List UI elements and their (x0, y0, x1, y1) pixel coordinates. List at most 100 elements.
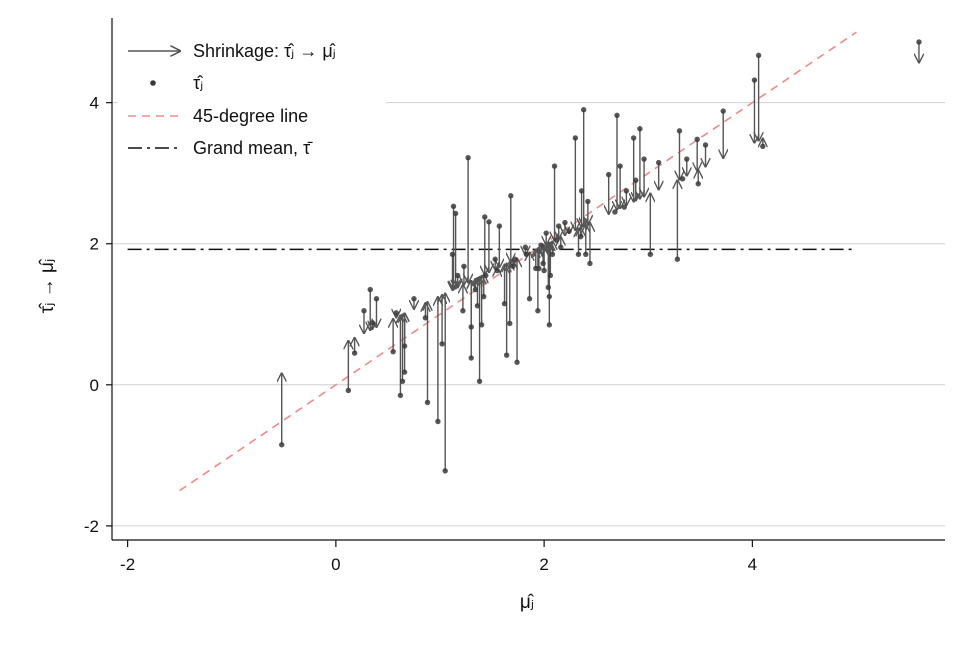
estimate-point (481, 293, 487, 300)
estimate-point (501, 300, 508, 307)
estimate-point (523, 251, 530, 258)
estimate-point (575, 251, 582, 258)
estimate-point (641, 156, 647, 162)
estimate-point (476, 378, 483, 384)
estimate-point (676, 128, 683, 134)
legend-estimate-label: τ̂ⱼ (193, 73, 203, 93)
x-tick-label: 0 (331, 555, 340, 574)
estimate-point (633, 177, 639, 183)
axes-layer (111, 18, 945, 541)
estimate-point (461, 263, 467, 270)
estimate-point (373, 296, 380, 302)
estimate-point (361, 308, 367, 314)
y-tick-label: 2 (90, 235, 99, 254)
estimate-point (621, 204, 627, 210)
estimate-point (536, 265, 542, 272)
legend-shrinkage-label: Shrinkage: τ̂ⱼ → μ̂ⱼ (193, 41, 336, 61)
estimate-point (397, 392, 404, 399)
legend-background (118, 30, 386, 166)
estimate-point (351, 350, 358, 356)
estimate-point (482, 214, 488, 220)
estimate-point (510, 263, 516, 270)
estimate-point (496, 223, 503, 229)
estimate-point (614, 112, 620, 119)
estimate-point (442, 468, 448, 474)
estimate-point (562, 219, 568, 226)
estimate-point (540, 260, 546, 267)
estimate-point (566, 228, 572, 234)
estimate-point (583, 251, 589, 258)
estimate-point (630, 135, 637, 141)
estimate-point (578, 188, 585, 194)
estimate-point (472, 286, 479, 293)
estimate-point (695, 181, 701, 187)
estimate-point (538, 242, 544, 248)
estimate-point (367, 286, 373, 293)
estimate-point (535, 308, 541, 314)
estimate-point (587, 260, 593, 267)
estimate-point (547, 272, 554, 279)
estimate-point (545, 284, 551, 291)
estimate-point (503, 352, 510, 358)
estimate-point (468, 324, 474, 330)
legend-diagonal-label: 45-degree line (193, 106, 308, 126)
legend: Shrinkage: τ̂ⱼ → μ̂ⱼ τ̂ⱼ 45-degree line … (128, 41, 336, 158)
estimate-point (411, 296, 417, 302)
estimate-point (541, 267, 547, 274)
estimate-point (460, 308, 466, 314)
estimate-point (549, 251, 556, 258)
estimate-point (279, 442, 285, 448)
estimate-point (450, 203, 457, 210)
ticks-layer: -2 0 2 4 -2 0 2 4 (84, 94, 757, 574)
estimate-point (393, 310, 399, 316)
estimate-point (369, 320, 376, 326)
estimate-point (526, 296, 533, 302)
estimate-point (474, 303, 481, 309)
estimate-point (605, 171, 612, 178)
estimate-point (916, 39, 922, 45)
estimate-point (546, 322, 553, 328)
estimate-point (507, 320, 513, 327)
estimate-point (543, 230, 549, 236)
estimate-point (452, 210, 459, 217)
estimate-point (422, 315, 429, 321)
estimate-point (449, 251, 456, 258)
estimate-point (401, 343, 408, 349)
y-tick-label: -2 (84, 517, 99, 536)
estimate-point (483, 272, 489, 279)
estimate-point (674, 256, 681, 262)
estimate-point (555, 223, 562, 229)
estimate-point (512, 256, 518, 262)
estimate-point (647, 251, 654, 258)
estimate-point (514, 359, 520, 365)
estimate-point (508, 193, 514, 199)
y-tick-label: 0 (90, 376, 99, 395)
estimate-point (551, 163, 558, 169)
estimate-point (612, 209, 618, 215)
estimate-point (702, 142, 709, 148)
estimate-point (390, 348, 396, 355)
estimate-point (494, 267, 500, 274)
y-axis-label: τ̂ⱼ → μ̂ⱼ (37, 258, 58, 313)
legend-grand-mean-label: Grand mean, τ̄ (193, 138, 313, 158)
estimate-point (684, 156, 690, 162)
estimate-point (553, 237, 560, 243)
y-tick-label: 4 (90, 94, 99, 113)
estimate-point (546, 293, 553, 300)
x-tick-label: 4 (748, 555, 757, 574)
estimate-point (558, 244, 564, 250)
estimate-point (679, 176, 686, 182)
estimate-point (522, 244, 529, 250)
estimate-point (580, 107, 587, 113)
x-axis-label: μ̂ⱼ (520, 592, 535, 613)
estimate-point (751, 77, 758, 83)
estimate-point (345, 387, 352, 394)
estimate-point (577, 233, 584, 240)
estimate-point (486, 219, 492, 225)
points-layer (279, 39, 922, 474)
estimate-point (655, 159, 662, 166)
x-tick-label: -2 (120, 555, 135, 574)
estimate-point (399, 378, 406, 384)
estimate-point (439, 341, 445, 347)
